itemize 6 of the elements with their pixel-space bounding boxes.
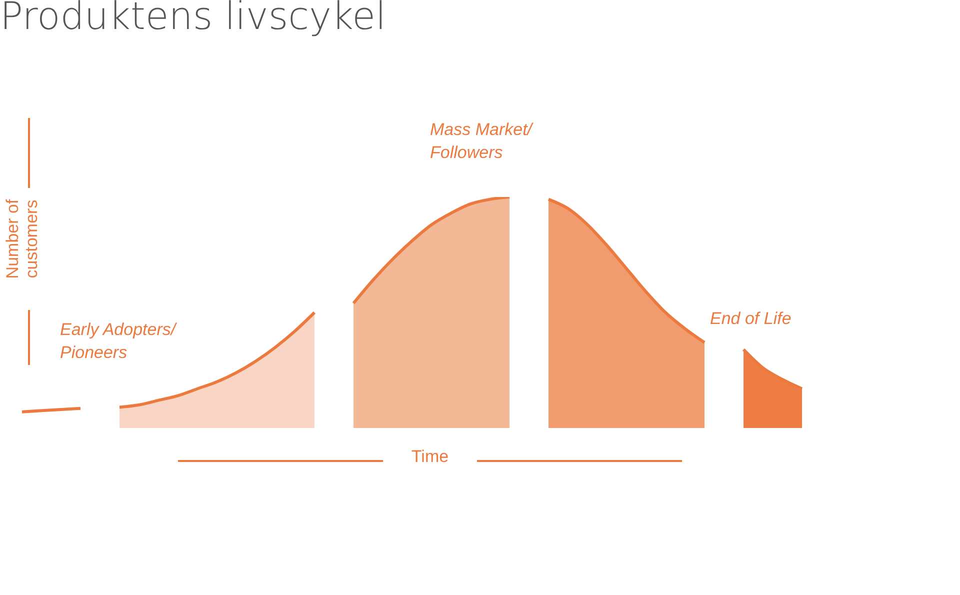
annotation: End of Life: [710, 308, 792, 330]
x-axis-title: Time: [410, 447, 450, 467]
y-axis-title: Number of customers: [3, 198, 41, 281]
chart-title: Produktens livscykel: [0, 0, 386, 38]
text: Mass Market/ Followers: [430, 119, 534, 164]
annotation: Early Adopters/ Pioneers: [60, 319, 178, 364]
